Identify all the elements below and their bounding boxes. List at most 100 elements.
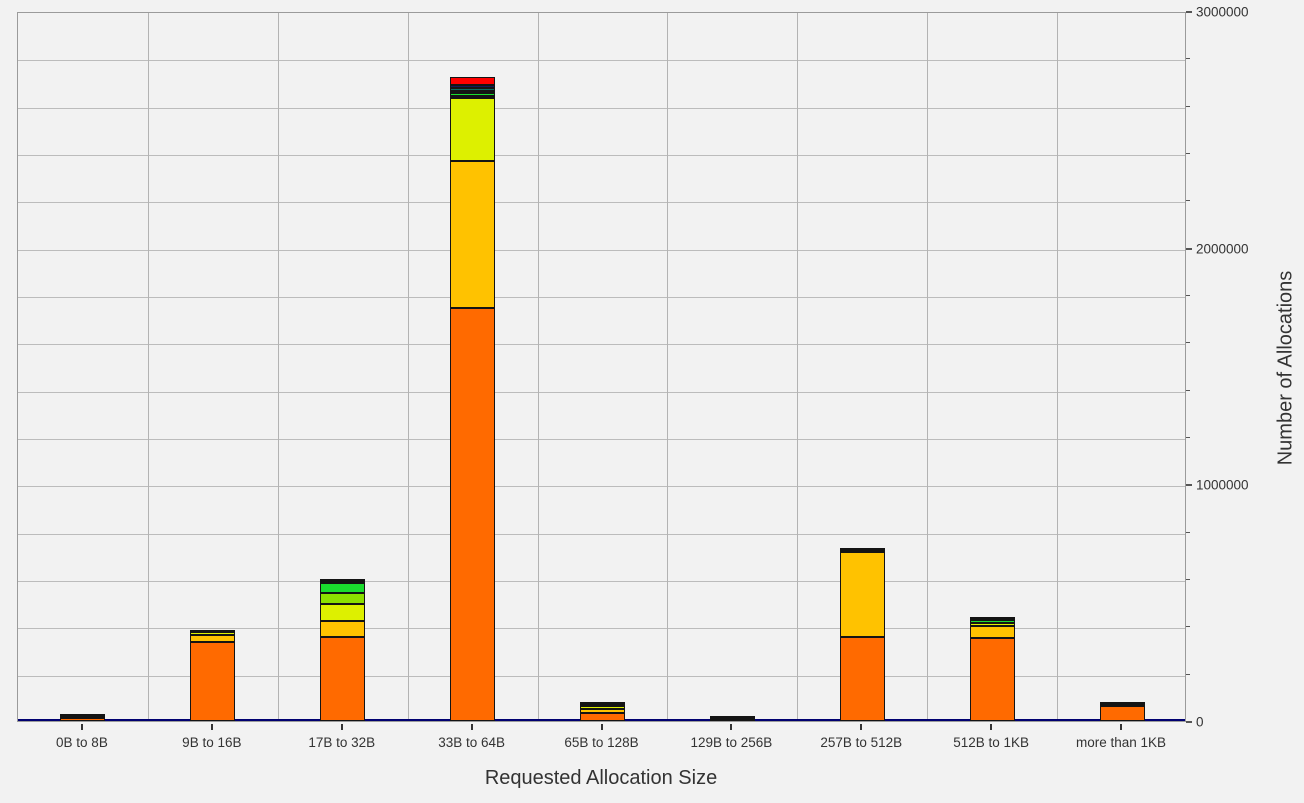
bar-segment-black — [580, 701, 625, 706]
gridline-vertical — [1057, 13, 1059, 721]
y-minor-tick — [1186, 105, 1190, 107]
x-tick — [1120, 724, 1123, 730]
gridline-horizontal — [18, 391, 1185, 393]
gridline-vertical — [667, 13, 669, 721]
bar-segment-amber — [320, 620, 366, 637]
bar-segment-orange — [190, 641, 236, 721]
gridline-vertical — [927, 13, 929, 721]
bar-segment-orange — [580, 712, 625, 721]
y-major-tick — [1186, 721, 1192, 723]
x-tick-label: 65B to 128B — [564, 735, 639, 750]
bar-segment-amber — [450, 161, 496, 309]
y-major-tick — [1186, 484, 1192, 487]
bar-more-than-1kb — [1099, 702, 1145, 721]
bar-0b-to-8b — [60, 713, 106, 721]
gridline-vertical — [147, 13, 149, 721]
bar-segment-black — [709, 716, 755, 721]
y-axis-title: Number of Allocations — [1274, 270, 1297, 466]
bar-segment-green — [320, 583, 366, 593]
gridline-horizontal — [18, 107, 1185, 109]
x-tick — [470, 724, 473, 730]
bar-segment-teal — [450, 87, 496, 92]
bar-segment-black — [839, 548, 885, 553]
bar-segment-orange — [839, 636, 885, 721]
gridline-horizontal — [18, 297, 1185, 298]
bar-segment-chartreuse — [969, 622, 1015, 626]
bar-segment-black — [969, 616, 1015, 620]
gridline-vertical — [797, 13, 799, 721]
bar-segment-orange — [450, 308, 496, 721]
x-tick-label: 0B to 8B — [56, 735, 108, 750]
bar-512b-to-1kb — [969, 616, 1015, 721]
gridline-horizontal — [18, 202, 1185, 204]
gridline-horizontal — [18, 486, 1185, 488]
y-minor-tick — [1186, 531, 1190, 533]
x-tick — [730, 724, 733, 730]
y-tick-label: 0 — [1196, 714, 1204, 730]
bar-segment-navy — [450, 84, 496, 88]
x-tick-label: 33B to 64B — [438, 735, 506, 750]
bar-segment-yellow_green — [450, 95, 496, 99]
bar-segment-amber — [580, 708, 625, 713]
bar-segment-dark_green — [450, 91, 496, 94]
gridline-horizontal — [18, 628, 1185, 630]
bar-segment-amber — [190, 634, 236, 642]
y-major-tick — [1186, 11, 1192, 13]
y-tick-label: 3000000 — [1196, 4, 1249, 20]
x-tick — [340, 724, 343, 730]
y-minor-tick — [1186, 437, 1190, 438]
y-minor-tick — [1186, 673, 1190, 675]
bar-segment-orange — [60, 717, 106, 721]
bar-segment-orange — [320, 636, 366, 721]
bar-segment-chartreuse — [320, 603, 366, 621]
gridline-horizontal — [18, 439, 1185, 440]
gridline-horizontal — [18, 249, 1185, 251]
bar-17b-to-32b — [320, 579, 366, 721]
bar-segment-amber — [969, 625, 1015, 638]
bar-segment-orange — [969, 637, 1015, 721]
gridline-horizontal — [18, 155, 1185, 156]
x-tick-label: 9B to 16B — [182, 735, 242, 750]
y-minor-tick — [1186, 342, 1190, 344]
x-tick-label: more than 1KB — [1076, 735, 1167, 750]
bar-segment-black — [1099, 702, 1145, 707]
y-minor-tick — [1186, 153, 1190, 154]
bar-33b-to-64b — [450, 76, 496, 721]
x-tick-label: 512B to 1KB — [953, 735, 1030, 750]
x-tick-label: 257B to 512B — [820, 735, 903, 750]
bar-segment-yellow_green — [320, 593, 366, 604]
bar-257b-to-512b — [839, 548, 885, 721]
x-tick-label: 17B to 32B — [308, 735, 376, 750]
y-tick-label: 1000000 — [1196, 477, 1249, 493]
bar-segment-green — [450, 93, 496, 96]
y-minor-tick — [1186, 200, 1190, 202]
bar-segment-chartreuse — [450, 98, 496, 162]
gridline-horizontal — [18, 344, 1185, 346]
bar-segment-green — [969, 619, 1015, 623]
bar-segment-red — [450, 76, 496, 85]
gridline-vertical — [537, 13, 539, 721]
bar-segment-black — [60, 713, 106, 716]
x-tick — [990, 724, 993, 730]
x-axis-title: Requested Allocation Size — [484, 767, 718, 789]
plot-area — [17, 12, 1186, 722]
x-tick — [600, 724, 603, 730]
bar-segment-amber — [60, 715, 106, 718]
y-tick-label: 2000000 — [1196, 241, 1249, 257]
gridline-horizontal — [18, 581, 1185, 582]
x-tick — [860, 724, 863, 730]
bar-segment-amber — [839, 552, 885, 637]
bar-65b-to-128b — [580, 701, 625, 721]
x-tick-label: 129B to 256B — [690, 735, 773, 750]
gridline-horizontal — [18, 60, 1185, 62]
x-tick — [80, 724, 83, 730]
bar-9b-to-16b — [190, 629, 236, 721]
y-minor-tick — [1186, 295, 1190, 296]
y-minor-tick — [1186, 389, 1190, 391]
bar-segment-chartreuse — [190, 631, 236, 635]
bar-segment-black — [320, 579, 366, 584]
bar-segment-chartreuse — [580, 705, 625, 709]
gridline-vertical — [277, 13, 279, 721]
x-tick — [210, 724, 213, 730]
y-minor-tick — [1186, 626, 1190, 628]
